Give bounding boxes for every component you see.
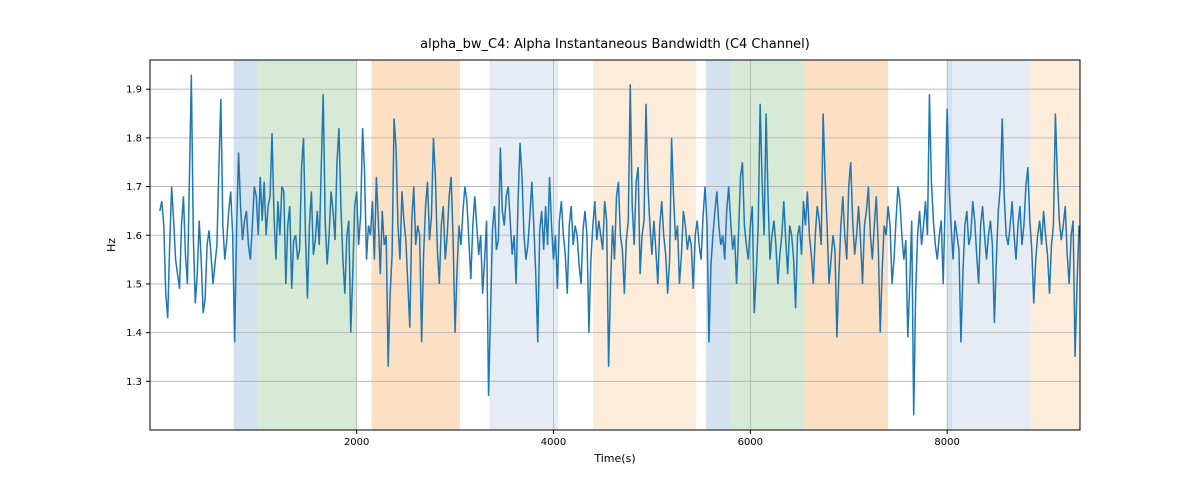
chart-title: alpha_bw_C4: Alpha Instantaneous Bandwid… (420, 37, 810, 52)
y-tick-label: 1.5 (126, 279, 142, 290)
y-tick-label: 1.9 (126, 85, 142, 96)
x-tick-label: 8000 (934, 437, 959, 448)
y-tick-label: 1.4 (126, 328, 142, 339)
background-band (234, 60, 259, 430)
background-band (593, 60, 696, 430)
x-tick-label: 6000 (738, 437, 763, 448)
y-tick-label: 1.8 (126, 133, 142, 144)
background-band (706, 60, 731, 430)
chart-container: 2000 4000 6000 8000 1.3 1.4 1.5 1.6 1.7 1.8 1.9 Tim… (0, 0, 1200, 500)
chart-svg: 2000 4000 6000 8000 1.3 1.4 1.5 1.6 1.7 1.8 1.9 Tim… (0, 0, 1200, 500)
y-axis-label: Hz (105, 238, 118, 252)
x-tick-label: 2000 (344, 437, 369, 448)
background-band (731, 60, 805, 430)
x-axis-label: Time(s) (593, 452, 635, 465)
x-tick-label: 4000 (541, 437, 566, 448)
y-tick-label: 1.3 (126, 377, 142, 388)
y-tick-label: 1.7 (126, 182, 142, 193)
y-tick-label: 1.6 (126, 231, 142, 242)
